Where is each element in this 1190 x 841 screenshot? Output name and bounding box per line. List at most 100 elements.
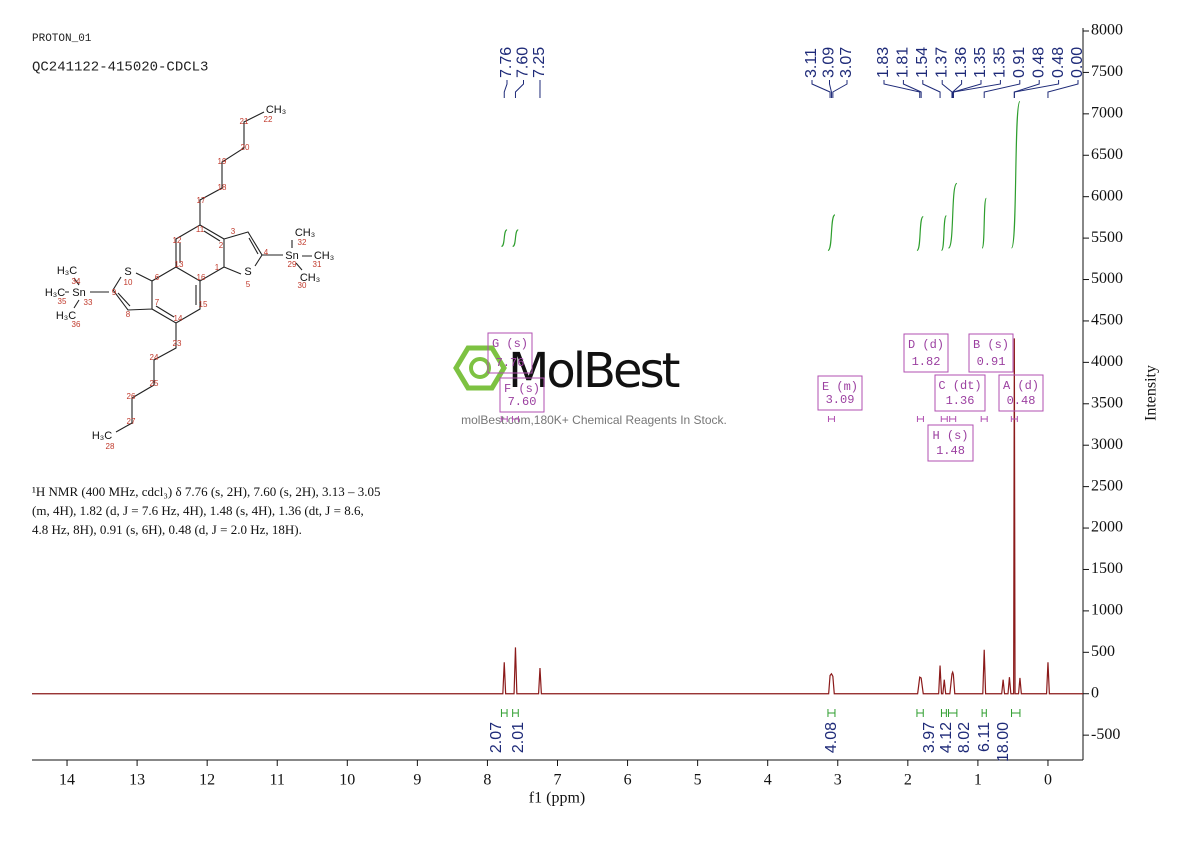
- x-tick-label: 1: [974, 772, 982, 789]
- atom-number: 13: [175, 260, 184, 269]
- x-tick-label: 0: [1044, 772, 1052, 789]
- peak-label: 7.25: [531, 47, 548, 78]
- peak-label: 3.07: [838, 47, 855, 78]
- peak-label: 0.48: [1050, 47, 1067, 78]
- peak-connector: [922, 80, 941, 98]
- x-tick-label: 11: [270, 772, 285, 789]
- peak-connector: [503, 80, 508, 98]
- peak-label: 1.35: [972, 47, 989, 78]
- atom-number: 28: [106, 442, 115, 451]
- multiplet-shift: 7.60: [508, 395, 537, 409]
- peak-connector: [952, 80, 982, 98]
- peak-label: 1.36: [953, 47, 970, 78]
- multiplet-shift: 0.48: [1007, 394, 1036, 408]
- y-tick-label: 0: [1091, 684, 1099, 701]
- x-tick-label: 12: [199, 772, 215, 789]
- integral-value: 18.00: [995, 722, 1012, 762]
- x-tick-label: 9: [413, 772, 421, 789]
- y-tick-label: 2000: [1091, 519, 1123, 536]
- x-tick-label: 5: [694, 772, 702, 789]
- atom-number: 7: [155, 298, 160, 307]
- peak-label: 0.48: [1030, 47, 1047, 78]
- x-tick-label: 7: [554, 772, 562, 789]
- y-tick-label: 5500: [1091, 229, 1123, 246]
- atom-number: 14: [174, 314, 183, 323]
- multiplet-marker: [916, 416, 924, 422]
- atom-label: H₃C: [57, 265, 77, 277]
- atom-number: 19: [218, 157, 227, 166]
- atom-number: 2: [219, 241, 224, 250]
- peak-connector: [829, 80, 832, 98]
- multiplet-shift: 1.36: [946, 394, 975, 408]
- peak-label: 7.60: [515, 47, 532, 78]
- atom-number: 1: [215, 263, 220, 272]
- watermark-brand: MolBest: [508, 343, 680, 399]
- atom-number: 25: [150, 379, 159, 388]
- peak-label: 1.35: [992, 47, 1009, 78]
- peak-connector: [1013, 80, 1040, 98]
- multiplet-label: H (s): [932, 429, 968, 443]
- y-tick-label: 8000: [1091, 22, 1123, 39]
- multiplet-box: [903, 333, 949, 373]
- experiment-name: PROTON_01: [32, 33, 92, 45]
- integral-value: 8.02: [956, 722, 973, 753]
- multiplet-box: [487, 332, 533, 374]
- logo-ring: [469, 357, 491, 379]
- atom-number: 26: [127, 392, 136, 401]
- atom-number: 24: [150, 353, 159, 362]
- atom-number: 32: [298, 238, 307, 247]
- integral-value: 6.11: [976, 722, 993, 752]
- atom-number: 33: [84, 298, 93, 307]
- peak-connector: [902, 80, 922, 98]
- atom-number: 17: [197, 196, 206, 205]
- peak-connector: [832, 80, 848, 98]
- multiplet-box: [968, 333, 1014, 373]
- peak-connector: [952, 80, 1001, 98]
- atom-label: S: [124, 266, 131, 278]
- peak-label: 3.11: [803, 48, 820, 78]
- atom-label: H₃C: [92, 430, 112, 442]
- multiplet-label: E (m): [822, 380, 858, 394]
- peak-connector: [952, 80, 963, 98]
- atom-number: 34: [72, 277, 81, 286]
- peak-label: 1.81: [895, 47, 912, 78]
- multiplet-label: C (dt): [938, 379, 981, 393]
- atom-label: CH₃: [295, 227, 315, 239]
- y-tick-label: 6500: [1091, 146, 1123, 163]
- integral-curve: [981, 197, 987, 249]
- peak-label: 1.37: [933, 47, 950, 78]
- y-tick-label: 2500: [1091, 477, 1123, 494]
- y-tick-label: 3000: [1091, 436, 1123, 453]
- integral-bracket: [940, 709, 947, 717]
- x-tick-label: 13: [129, 772, 145, 789]
- atom-number: 18: [218, 183, 227, 192]
- atom-number: 35: [58, 297, 67, 306]
- peak-label: 0.00: [1069, 47, 1086, 78]
- integral-bracket: [981, 709, 987, 717]
- multiplet-box: [998, 374, 1044, 412]
- atom-number: 3: [231, 227, 236, 236]
- multiplet-shift: 1.82: [912, 355, 941, 369]
- peak-label: 0.91: [1011, 47, 1028, 78]
- y-tick-label: 500: [1091, 643, 1115, 660]
- integral-value: 2.01: [510, 722, 527, 753]
- atom-number: 11: [196, 225, 205, 234]
- integral-bracket: [512, 709, 519, 717]
- atom-number: 20: [241, 143, 250, 152]
- integral-curve: [947, 182, 958, 249]
- atom-number: 5: [246, 280, 251, 289]
- atom-number: 21: [240, 117, 249, 126]
- atom-number: 15: [199, 300, 208, 309]
- atom-number: 22: [264, 115, 273, 124]
- multiplet-label: A (d): [1003, 379, 1039, 393]
- multiplet-shift: 1.48: [936, 444, 965, 458]
- multiplet-box: [499, 377, 545, 413]
- peak-label: 3.09: [821, 47, 838, 78]
- multiplet-box: [817, 375, 863, 411]
- x-tick-label: 6: [624, 772, 632, 789]
- atom-label: CH₃: [314, 250, 334, 262]
- integral-curve: [916, 215, 924, 252]
- multiplet-marker: [1010, 416, 1018, 422]
- spectrum: [32, 338, 1083, 695]
- atom-number: 23: [173, 339, 182, 348]
